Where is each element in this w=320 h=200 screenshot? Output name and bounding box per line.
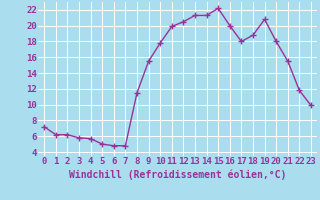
X-axis label: Windchill (Refroidissement éolien,°C): Windchill (Refroidissement éolien,°C) — [69, 169, 286, 180]
